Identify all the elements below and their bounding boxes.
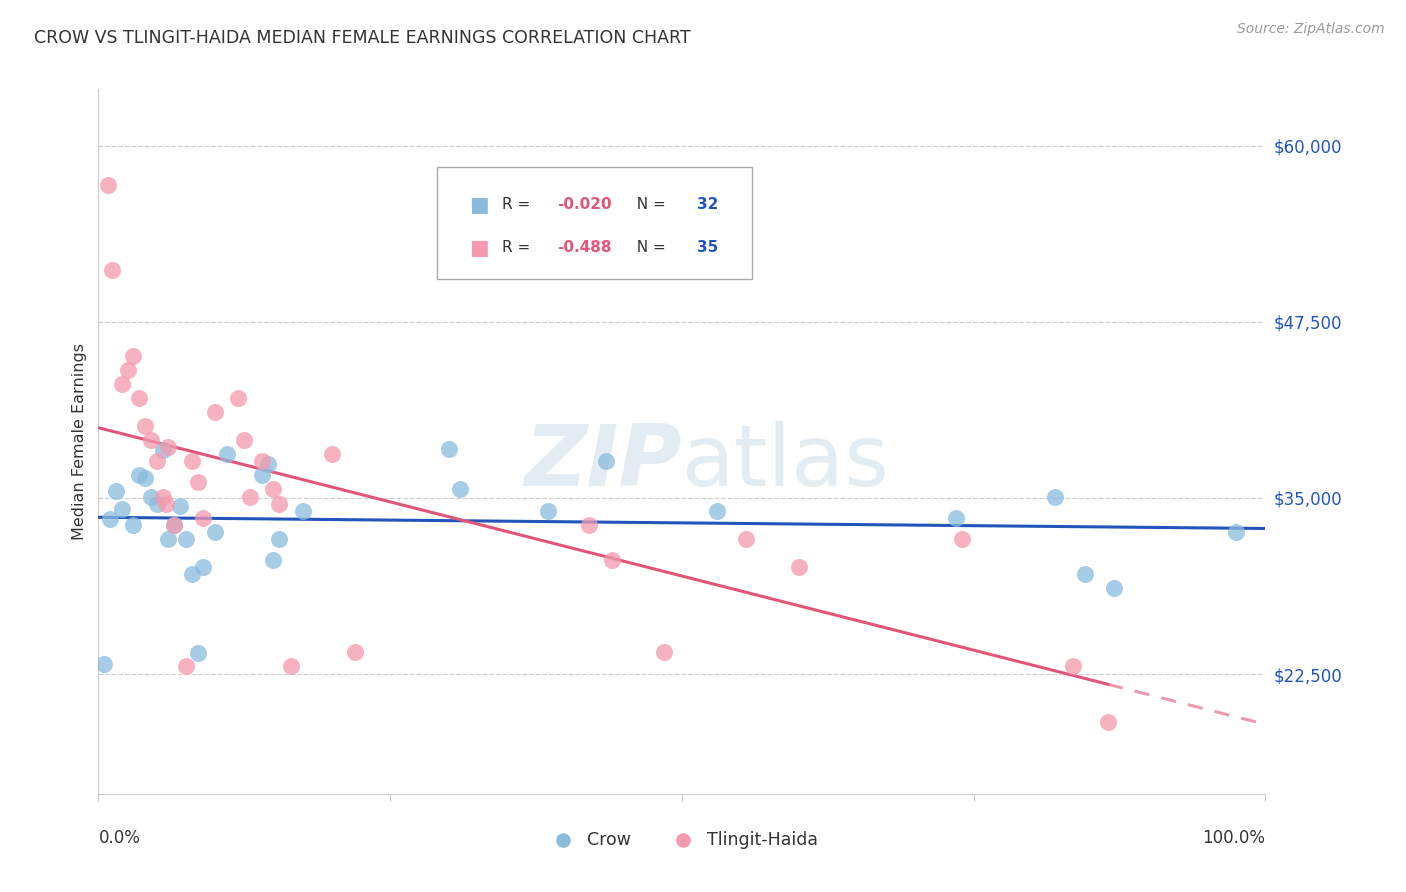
Point bbox=[269, 532, 291, 546]
Point bbox=[449, 483, 471, 497]
Point bbox=[1225, 524, 1247, 539]
Point bbox=[193, 560, 215, 574]
Text: 35: 35 bbox=[697, 240, 718, 255]
Point bbox=[578, 517, 600, 532]
Text: Source: ZipAtlas.com: Source: ZipAtlas.com bbox=[1237, 22, 1385, 37]
Point bbox=[262, 553, 284, 567]
Point bbox=[1045, 490, 1067, 504]
Point bbox=[1073, 567, 1095, 582]
Text: 32: 32 bbox=[697, 197, 718, 212]
Point bbox=[228, 391, 250, 405]
Point bbox=[1062, 658, 1084, 673]
Text: 100.0%: 100.0% bbox=[1202, 830, 1265, 847]
Y-axis label: Median Female Earnings: Median Female Earnings bbox=[72, 343, 87, 540]
Point bbox=[101, 262, 124, 277]
Point bbox=[111, 502, 134, 516]
Point bbox=[163, 517, 186, 532]
Text: R =: R = bbox=[502, 240, 536, 255]
Point bbox=[128, 391, 150, 405]
Text: -0.020: -0.020 bbox=[557, 197, 612, 212]
Point bbox=[193, 510, 215, 524]
Point bbox=[146, 454, 169, 468]
Point bbox=[98, 512, 121, 526]
Point bbox=[239, 490, 262, 504]
Point bbox=[437, 442, 460, 456]
Point bbox=[111, 376, 134, 391]
Point bbox=[157, 440, 180, 454]
Point bbox=[233, 433, 256, 447]
Point bbox=[950, 532, 973, 546]
Point bbox=[93, 657, 115, 672]
Point bbox=[155, 497, 177, 511]
Point bbox=[291, 503, 314, 517]
Text: ZIP: ZIP bbox=[524, 421, 682, 504]
Text: ■: ■ bbox=[470, 194, 489, 215]
Point bbox=[595, 454, 617, 468]
Point bbox=[735, 532, 758, 546]
Point bbox=[250, 468, 273, 483]
Point bbox=[152, 490, 174, 504]
Point bbox=[280, 658, 302, 673]
Point bbox=[128, 468, 150, 483]
Point bbox=[104, 483, 127, 498]
Point bbox=[174, 658, 197, 673]
Point bbox=[97, 178, 120, 192]
Point bbox=[706, 503, 728, 517]
Text: CROW VS TLINGIT-HAIDA MEDIAN FEMALE EARNINGS CORRELATION CHART: CROW VS TLINGIT-HAIDA MEDIAN FEMALE EARN… bbox=[34, 29, 690, 47]
Point bbox=[215, 447, 238, 461]
Point bbox=[152, 442, 174, 457]
Text: N =: N = bbox=[627, 240, 671, 255]
Point bbox=[146, 497, 169, 511]
Point bbox=[654, 644, 676, 658]
Text: ■: ■ bbox=[470, 238, 489, 258]
Point bbox=[250, 454, 273, 468]
Point bbox=[256, 457, 278, 471]
Point bbox=[122, 349, 145, 363]
Point bbox=[187, 475, 209, 490]
Point bbox=[134, 419, 156, 434]
Point bbox=[117, 362, 139, 376]
Text: 0.0%: 0.0% bbox=[98, 830, 141, 847]
Point bbox=[204, 405, 226, 419]
Point bbox=[1097, 714, 1119, 729]
Point bbox=[204, 524, 226, 539]
Point bbox=[600, 553, 623, 567]
Point bbox=[945, 510, 967, 524]
Point bbox=[122, 517, 145, 532]
Point bbox=[1102, 581, 1125, 595]
Point bbox=[262, 483, 284, 497]
Point bbox=[139, 433, 162, 447]
Point bbox=[187, 646, 209, 660]
Point bbox=[169, 500, 191, 514]
Text: atlas: atlas bbox=[682, 421, 890, 504]
Text: N =: N = bbox=[627, 197, 671, 212]
Point bbox=[134, 471, 156, 485]
Point bbox=[157, 532, 180, 546]
Point bbox=[321, 447, 343, 461]
Point bbox=[344, 644, 367, 658]
Text: R =: R = bbox=[502, 197, 536, 212]
Point bbox=[174, 532, 197, 546]
FancyBboxPatch shape bbox=[437, 167, 752, 279]
Point bbox=[269, 497, 291, 511]
Point bbox=[180, 454, 202, 468]
Point bbox=[537, 503, 560, 517]
Text: -0.488: -0.488 bbox=[557, 240, 612, 255]
Point bbox=[163, 517, 186, 532]
Point bbox=[139, 490, 162, 504]
Legend: Crow, Tlingit-Haida: Crow, Tlingit-Haida bbox=[538, 824, 825, 855]
Point bbox=[787, 560, 810, 574]
Point bbox=[180, 567, 202, 582]
